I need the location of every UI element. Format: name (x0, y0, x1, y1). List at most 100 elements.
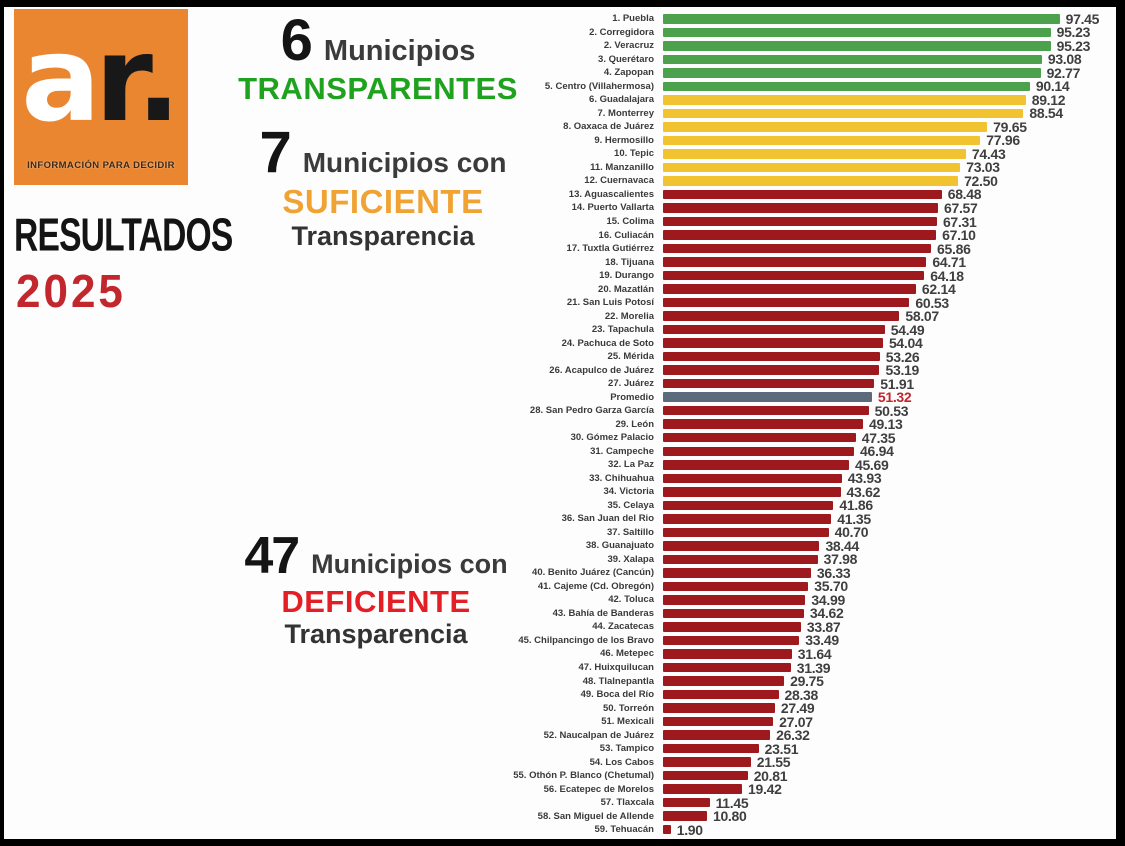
row-bar (663, 108, 1024, 119)
section-deficiente: 47 Municipios con DEFICIENTE Transparenc… (228, 529, 524, 650)
row-label: 41. Cajeme (Cd. Obregón) (537, 580, 654, 592)
row-bar (663, 554, 818, 565)
count-suficiente: 7 (259, 120, 291, 185)
row-bar (663, 324, 885, 335)
chart-row: 29. León 49.13 (4, 416, 1116, 432)
row-value: 93.08 (1047, 51, 1082, 68)
chart-row: 9. Hermosillo 77.96 (4, 132, 1116, 148)
row-label: 37. Saltillo (607, 526, 654, 538)
row-bar (663, 743, 759, 754)
chart-row: 58. San Miguel de Allende 10.80 (4, 808, 1116, 824)
row-value: 89.12 (1031, 91, 1066, 108)
row-value: 95.23 (1056, 37, 1091, 54)
row-bar (663, 514, 832, 524)
chart-row: 52. Naucalpan de Juárez 26.32 (4, 727, 1116, 743)
row-bar (663, 311, 900, 321)
chart-row: 51. Mexicali 27.07 (4, 714, 1116, 730)
row-label: 48. Tlalnepantla (582, 675, 654, 687)
row-value: 65.86 (937, 240, 971, 257)
chart-row: 15. Colima 67.31 (4, 213, 1116, 230)
row-value: 67.31 (942, 213, 977, 230)
row-bar (663, 500, 834, 511)
row-label: 7. Monterrey (597, 107, 655, 119)
row-value: 38.44 (825, 537, 859, 554)
row-bar (663, 649, 792, 659)
chart-row: 22. Morelia 58.07 (4, 308, 1116, 324)
row-label: 33. Chihuahua (589, 472, 654, 484)
row-label: 16. Culiacán (598, 229, 654, 241)
row-value: 67.10 (942, 227, 976, 244)
row-label: 20. Mazatlán (598, 283, 654, 295)
row-bar (663, 784, 743, 794)
row-label: 55. Othón P. Blanco (Chetumal) (513, 770, 654, 782)
row-label: 3. Querétaro (598, 53, 654, 65)
row-value: 54.04 (888, 335, 923, 352)
row-value: 64.18 (930, 267, 964, 284)
row-value: 46.94 (860, 443, 894, 460)
row-bar (663, 203, 938, 213)
chart-row: 37. Saltillo 40.70 (4, 524, 1116, 540)
row-value: 21.55 (756, 754, 791, 771)
row-value: 73.03 (966, 159, 1000, 176)
row-bar (663, 446, 855, 456)
chart-row: 18. Tijuana 64.71 (4, 254, 1116, 271)
row-value: 74.43 (971, 145, 1006, 162)
chart-row: 38. Guanajuato 38.44 (4, 537, 1116, 554)
chart-row: 43. Bahía de Banderas 34.62 (4, 605, 1116, 621)
row-value: 60.53 (915, 294, 949, 311)
row-value: 53.19 (885, 362, 920, 379)
row-bar (663, 608, 804, 619)
label-municipios: Municipios (323, 35, 476, 67)
row-label: 15. Colima (606, 215, 654, 227)
chart-row: 19. Durango 64.18 (4, 267, 1116, 284)
logo-tagline: INFORMACIÓN PARA DECIDIR (27, 160, 175, 171)
row-bar (663, 824, 671, 835)
row-label: 10. Tepic (614, 148, 654, 160)
chart-row: 7. Monterrey 88.54 (4, 105, 1116, 121)
row-bar (663, 419, 863, 429)
section-suficiente: 7 Municipios con SUFICIENTE Transparenci… (240, 120, 526, 250)
heading-resultados: RESULTADOS (14, 208, 233, 261)
chart-row: 41. Cajeme (Cd. Obregón) 35.70 (4, 578, 1116, 594)
label-transparencia-2: Transparencia (284, 619, 468, 650)
chart-row: 32. La Paz 45.69 (4, 457, 1116, 473)
row-label: 45. Chilpancingo de los Bravo (518, 634, 654, 646)
row-bar (663, 473, 842, 484)
row-value: 97.45 (1065, 10, 1100, 27)
row-label: 13. Aguascalientes (568, 188, 654, 200)
row-label: 14. Puerto Vallarta (571, 202, 654, 214)
row-label: 39. Xalapa (607, 553, 654, 565)
row-value: 28.38 (784, 686, 819, 703)
row-label: 57. Tlaxcala (600, 797, 654, 809)
row-bar (663, 365, 880, 375)
row-bar (663, 770, 748, 781)
row-bar (663, 527, 829, 538)
chart-row: 27. Juárez 51.91 (4, 376, 1116, 392)
ar-logo: a r. INFORMACIÓN PARA DECIDIR (14, 9, 188, 185)
chart-row: 46. Metepec 31.64 (4, 646, 1116, 662)
chart-row: 5. Centro (Villahermosa) 90.14 (4, 78, 1116, 95)
row-value: 41.86 (839, 497, 873, 514)
row-label: 12. Cuernavaca (584, 175, 654, 187)
row-label: 38. Guanajuato (585, 540, 654, 552)
row-bar (663, 27, 1051, 38)
chart-row: 36. San Juan del Rio 41.35 (4, 511, 1116, 527)
row-label: 31. Campeche (590, 445, 654, 457)
row-label: 43. Bahía de Banderas (552, 607, 654, 619)
row-value: 37.98 (823, 551, 858, 568)
chart-row: 2. Veracruz 95.23 (4, 37, 1116, 54)
row-bar (663, 581, 809, 592)
chart-row: 53. Tampico 23.51 (4, 741, 1116, 757)
row-value: 95.23 (1056, 24, 1091, 41)
row-value: 90.14 (1035, 78, 1070, 95)
row-bar (663, 122, 988, 132)
row-bar (663, 41, 1051, 51)
chart-row: 57. Tlaxcala 11.45 (4, 795, 1116, 811)
row-label: Promedio (610, 391, 654, 403)
chart-row: 25. Mérida 53.26 (4, 349, 1116, 365)
row-bar (663, 811, 707, 821)
row-label: 4. Zapopan (603, 67, 654, 79)
row-value: 64.71 (932, 254, 966, 271)
row-label: 51. Mexicali (601, 716, 654, 728)
chart-row: 42. Toluca 34.99 (4, 592, 1116, 608)
